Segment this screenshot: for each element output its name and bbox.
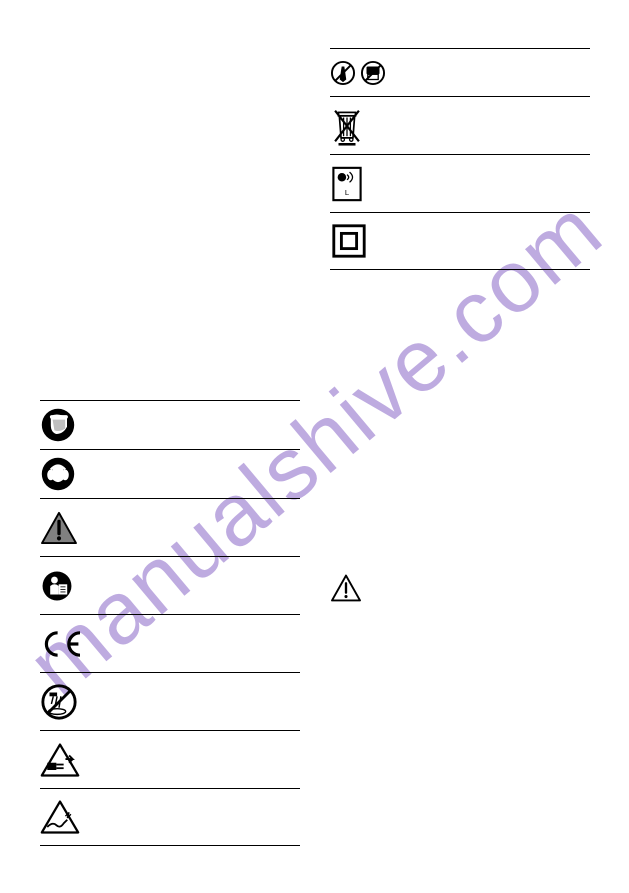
table-row: [330, 48, 590, 96]
table-row: L: [330, 154, 590, 212]
class-ii-double-insulation-icon: [330, 222, 386, 260]
left-column: [40, 400, 300, 846]
no-water-icon: [40, 683, 96, 721]
table-row: [40, 449, 300, 498]
table-row: [40, 614, 300, 672]
noise-lwa-icon: L: [330, 164, 386, 204]
table-row: [40, 788, 300, 846]
ce-mark-icon: [40, 627, 96, 661]
page: manualshive.com: [0, 0, 629, 893]
right-top-column: L: [330, 48, 590, 270]
svg-text:L: L: [345, 188, 349, 197]
warning-triangle-filled-icon: [40, 511, 96, 545]
ear-protection-icon: [40, 456, 96, 492]
weee-bin-icon: [330, 105, 386, 147]
unplug-before-service-icon: [40, 742, 96, 778]
warning-triangle-outline-icon: [330, 574, 362, 602]
no-tie-no-jewelry-pair-icon: [330, 60, 386, 86]
table-row: [40, 556, 300, 614]
table-row: [40, 400, 300, 449]
right-bottom-warning: [330, 574, 370, 602]
face-shield-icon: [40, 407, 96, 443]
table-row: [40, 730, 300, 788]
table-row: [330, 96, 590, 154]
table-row: [40, 498, 300, 556]
read-manual-icon: [40, 569, 96, 603]
table-row: [40, 672, 300, 730]
table-row: [330, 212, 590, 270]
damaged-cord-warning-icon: [40, 799, 96, 835]
